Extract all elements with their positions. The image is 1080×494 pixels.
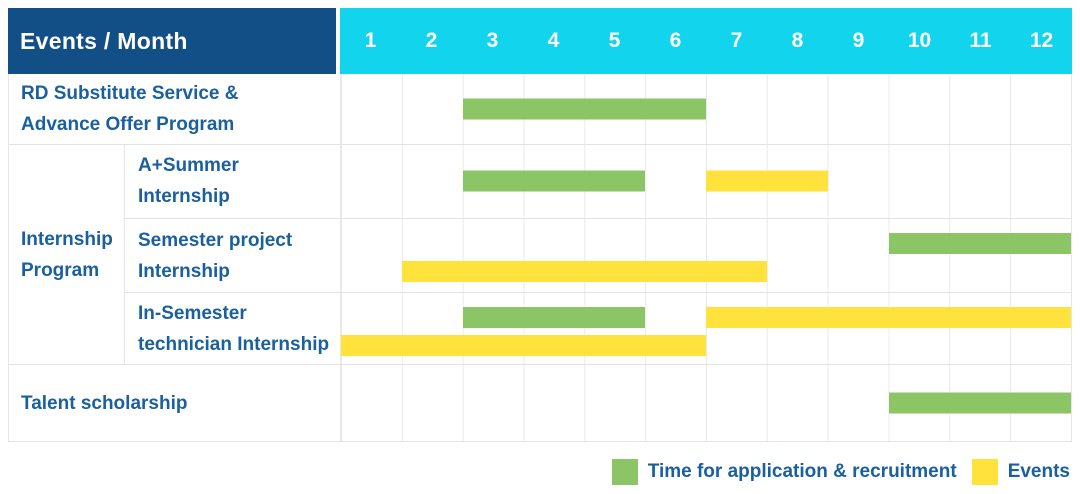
green-bar (888, 232, 1071, 254)
month-header-4: 4 (547, 29, 560, 52)
green-bar (462, 307, 646, 329)
green-bar (462, 98, 706, 120)
yellow-bar (401, 260, 767, 282)
header-title-cell: Events / Month (8, 8, 336, 74)
month-header-7: 7 (730, 29, 743, 52)
timeline-talent-scholarship (341, 365, 1071, 441)
legend-label-events: Events (1007, 461, 1070, 482)
timeline-in-semester-technician (341, 293, 1071, 364)
month-header-2: 2 (425, 29, 438, 52)
yellow-swatch-icon (971, 459, 998, 485)
timeline-semester-project (341, 218, 1071, 293)
row-label-a-summer: A+Summer Internship (125, 145, 341, 218)
row-rd-substitute: RD Substitute Service & Advance Offer Pr… (9, 74, 1071, 145)
row-label-semester-project: Semester project Internship (125, 218, 341, 293)
month-header-11: 11 (969, 29, 992, 52)
legend-label-application: Time for application & recruitment (647, 461, 957, 482)
month-header-3: 3 (486, 29, 499, 52)
yellow-bar (706, 170, 828, 192)
month-header-6: 6 (669, 29, 682, 52)
row-in-semester-technician-internship: In-Semester technician Internship (125, 293, 1071, 364)
row-talent-scholarship: Talent scholarship (9, 365, 1071, 442)
legend-item-application: Time for application & recruitment (611, 459, 957, 485)
group-label-internship-program: Internship Program (9, 145, 125, 364)
row-a-summer-internship: A+Summer Internship (125, 145, 1071, 219)
yellow-bar (341, 335, 706, 357)
row-internship-program-group: Internship Program A+Summer Internship S… (9, 145, 1071, 365)
row-label-in-semester-technician: In-Semester technician Internship (125, 293, 341, 364)
month-header-1: 1 (364, 29, 377, 52)
green-bar (462, 170, 646, 192)
month-header-8: 8 (791, 29, 804, 52)
green-bar (888, 392, 1071, 414)
timeline-a-summer (341, 145, 1071, 218)
row-label-rd-substitute: RD Substitute Service & Advance Offer Pr… (9, 74, 341, 144)
gantt-table: Events / Month 1 2 3 4 5 6 7 8 9 10 11 1… (8, 8, 1072, 442)
header-divider (336, 8, 340, 74)
month-header-12: 12 (1029, 29, 1054, 52)
green-swatch-icon (611, 459, 638, 485)
timeline-rd-substitute (341, 74, 1071, 144)
month-header-strip: 1 2 3 4 5 6 7 8 9 10 11 12 (340, 8, 1072, 74)
month-header-5: 5 (608, 29, 621, 52)
month-header-10: 10 (907, 29, 932, 52)
month-header-9: 9 (852, 29, 865, 52)
yellow-bar (706, 307, 1071, 329)
legend: Time for application & recruitment Event… (611, 459, 1070, 485)
internship-subrows: A+Summer Internship Semester project Int… (125, 145, 1071, 364)
row-label-talent-scholarship: Talent scholarship (9, 365, 341, 441)
row-semester-project-internship: Semester project Internship (125, 218, 1071, 294)
table-body: RD Substitute Service & Advance Offer Pr… (8, 74, 1072, 442)
legend-item-events: Events (971, 459, 1070, 485)
header-row: Events / Month 1 2 3 4 5 6 7 8 9 10 11 1… (8, 8, 1072, 74)
